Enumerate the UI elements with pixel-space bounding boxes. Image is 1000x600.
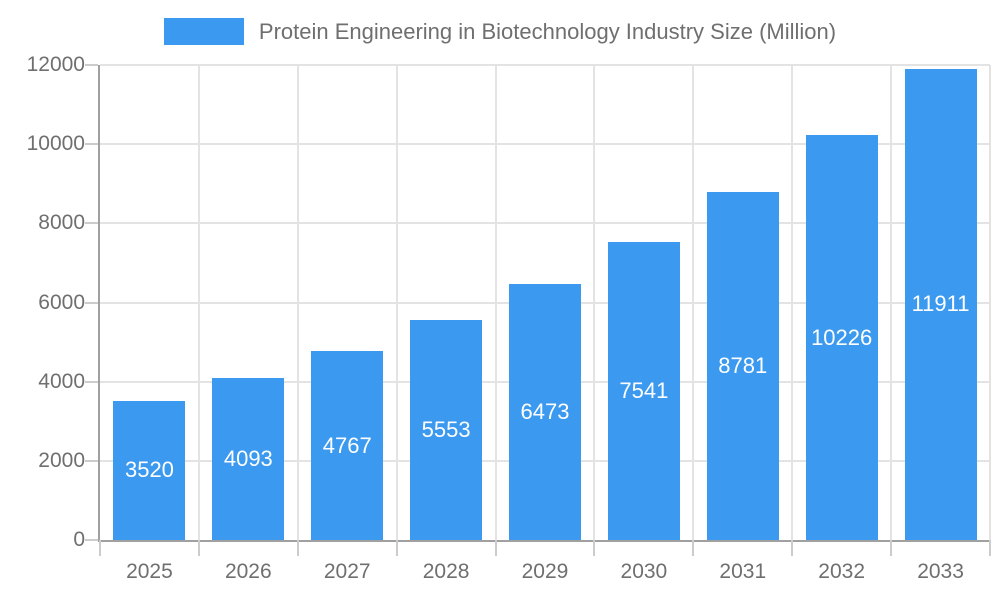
y-axis-line	[98, 65, 100, 540]
gridline-vertical	[296, 65, 299, 540]
bar-value-label: 4093	[223, 445, 273, 471]
legend-label: Protein Engineering in Biotechnology Ind…	[258, 18, 837, 44]
y-axis-tick	[85, 143, 98, 146]
x-axis-tick	[692, 540, 695, 556]
gridline-horizontal	[100, 64, 990, 66]
bar-value-label: 3520	[124, 457, 174, 483]
bar-value-label: 11911	[911, 291, 970, 317]
x-axis-tick-label: 2030	[620, 560, 668, 583]
y-axis-tick	[85, 222, 98, 225]
y-axis-tick-label: 6000	[38, 290, 85, 314]
y-axis-tick-label: 10000	[26, 132, 85, 156]
x-axis-tick	[890, 540, 893, 556]
x-axis-tick-label: 2029	[521, 560, 569, 583]
gridline-vertical	[890, 65, 893, 540]
y-axis-tick	[85, 380, 98, 383]
bar-2027[interactable]	[311, 351, 384, 540]
y-axis-tick-label: 12000	[26, 53, 85, 76]
bar-value-label: 5553	[421, 417, 471, 443]
bar-2029[interactable]	[509, 283, 581, 540]
x-axis-tick-label: 2028	[422, 560, 470, 583]
y-axis-tick	[85, 64, 98, 66]
bar-2028[interactable]	[410, 320, 483, 540]
legend[interactable]: Protein Engineering in Biotechnology Ind…	[0, 14, 1000, 48]
gridline-vertical	[494, 65, 497, 540]
bar-2032[interactable]	[805, 135, 878, 540]
y-axis-tick	[85, 301, 98, 304]
x-axis-tick	[395, 540, 398, 556]
bar-2033[interactable]	[904, 68, 977, 540]
gridline-vertical	[989, 65, 991, 540]
gridline-vertical	[197, 65, 200, 540]
gridline-horizontal	[100, 222, 990, 225]
bar-2025[interactable]	[113, 400, 186, 540]
bar-value-label: 6473	[520, 398, 570, 424]
bar-2031[interactable]	[706, 192, 779, 540]
gridline-horizontal	[100, 143, 990, 146]
bar-2030[interactable]	[607, 241, 680, 540]
gridline-vertical	[395, 65, 398, 540]
plot-area: 3520 4093 4767 5553 6473 7541 8781 10226 11911	[85, 64, 991, 556]
y-axis-tick	[85, 539, 98, 541]
y-axis-tick	[85, 459, 98, 462]
x-axis-tick	[593, 540, 596, 556]
x-axis-tick	[99, 540, 101, 556]
y-axis-tick-label: 0	[73, 528, 85, 551]
x-axis-tick	[296, 540, 299, 556]
legend-swatch-icon	[163, 17, 244, 45]
bar-value-label: 8781	[718, 353, 768, 379]
x-axis-tick-label: 2031	[719, 560, 767, 583]
x-axis-tick-label: 2032	[818, 560, 866, 583]
x-axis-tick-label: 2027	[323, 560, 371, 583]
x-axis-tick	[494, 540, 497, 556]
x-axis-tick-label: 2033	[917, 560, 964, 583]
y-axis-tick-label: 8000	[38, 211, 85, 235]
y-axis-tick-label: 2000	[38, 448, 85, 472]
x-axis-tick	[989, 540, 991, 556]
gridline-vertical	[593, 65, 596, 540]
bar-value-label: 4767	[322, 432, 372, 458]
y-axis-tick-label: 4000	[38, 369, 85, 393]
x-axis-tick-label: 2026	[224, 560, 272, 583]
x-axis-tick-label: 2025	[126, 560, 173, 583]
x-axis-line	[98, 540, 990, 542]
gridline-vertical	[692, 65, 695, 540]
bar-value-label: 10226	[811, 324, 873, 350]
gridline-vertical	[791, 65, 794, 540]
bar-value-label: 7541	[619, 377, 669, 403]
x-axis-tick	[197, 540, 200, 556]
x-axis-tick	[791, 540, 794, 556]
bar-2026[interactable]	[212, 378, 285, 540]
